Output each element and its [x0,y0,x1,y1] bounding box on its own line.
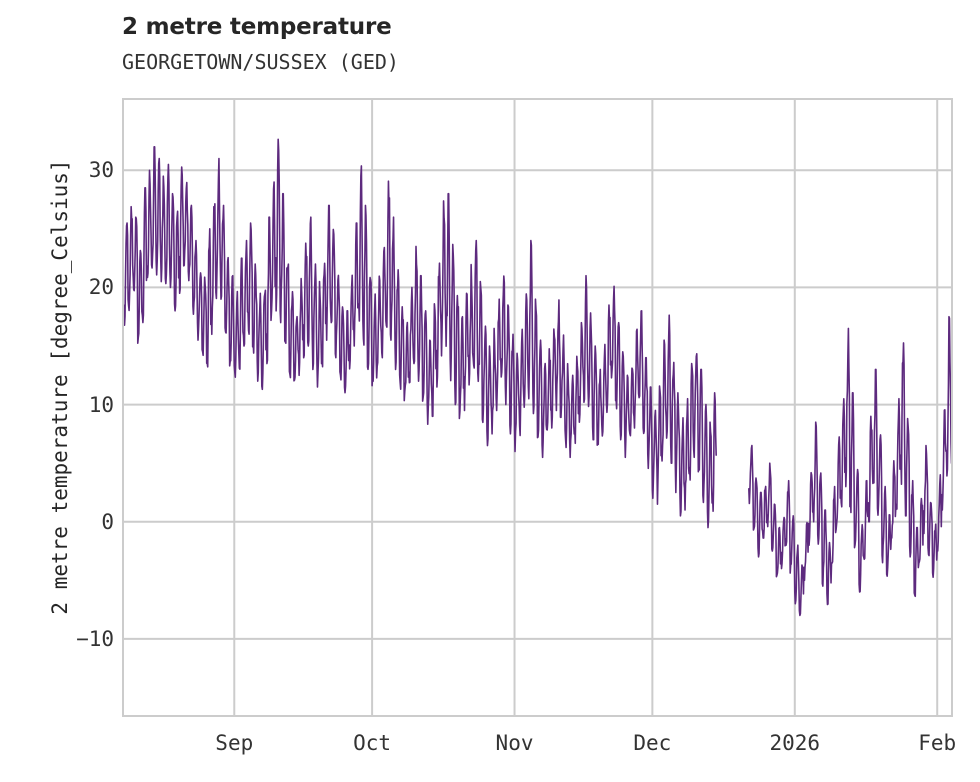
gridlines [124,100,951,715]
y-tick-label: 20 [88,275,114,300]
x-tick-label: Dec [633,731,672,755]
x-tick-label: 2026 [769,731,821,755]
chart-subtitle: GEORGETOWN/SUSSEX (GED) [122,50,399,74]
chart-title: 2 metre temperature [122,14,392,40]
x-tick-label: Sep [215,731,254,755]
y-tick-label: −10 [76,626,114,651]
chart-canvas [124,100,951,715]
temperature-line-series [124,138,951,617]
x-tick-label: Nov [495,731,534,755]
y-tick-label: 30 [88,158,114,183]
y-tick-label: 10 [88,392,114,417]
x-tick-label: Oct [353,731,392,755]
x-tick-label: Feb [918,731,957,755]
plot-area [122,98,953,717]
y-axis-tick-labels: 30 20 10 0 −10 [42,98,114,717]
y-tick-label: 0 [101,509,114,534]
x-axis-tick-labels: Sep Oct Nov Dec 2026 Feb [122,731,956,765]
